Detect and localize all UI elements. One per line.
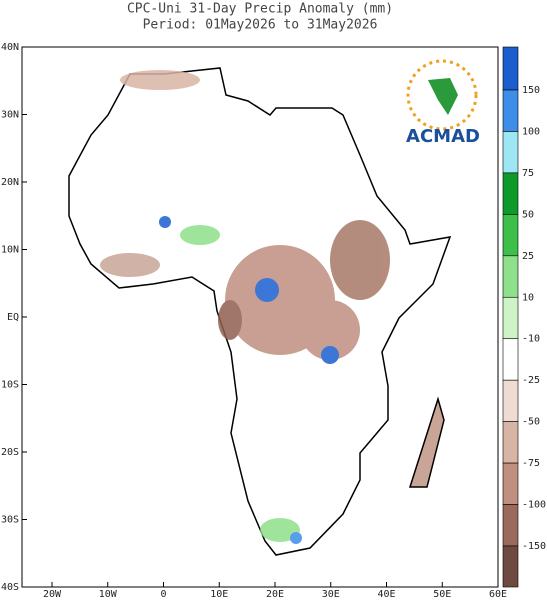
colorbar-label: -100	[522, 500, 546, 511]
colorbar-label: 25	[522, 251, 534, 262]
lat-label: 20N	[1, 177, 19, 188]
colorbar-segment	[502, 545, 519, 588]
colorbar-segment	[502, 421, 519, 464]
lat-label: 30S	[1, 515, 19, 526]
lat-label: 10N	[1, 245, 19, 256]
colorbar-label: -50	[522, 417, 540, 428]
colorbar-segment	[502, 214, 519, 257]
logo: ACMAD	[406, 59, 480, 147]
lon-label: 10W	[99, 589, 118, 600]
map-title: CPC-Uni 31-Day Precip Anomaly (mm)	[127, 2, 393, 17]
lon-label: 10E	[210, 589, 228, 600]
lon-label: 60E	[489, 589, 507, 600]
colorbar-label: -150	[522, 541, 546, 552]
lat-label: EQ	[7, 312, 19, 323]
lon-label: 20E	[266, 589, 284, 600]
lon-label: 30E	[322, 589, 340, 600]
colorbar-segment	[502, 379, 519, 422]
colorbar-segment	[502, 255, 519, 298]
colorbar-segment	[502, 131, 519, 174]
lat-label: 40N	[1, 42, 19, 53]
colorbar-label: -10	[522, 334, 540, 345]
lon-label: 0	[160, 589, 166, 600]
colorbar-label: 10	[522, 292, 534, 303]
anomaly-areas	[100, 70, 390, 544]
lon-label: 40E	[377, 589, 395, 600]
logo-text: ACMAD	[406, 126, 480, 147]
colorbar-segment	[502, 462, 519, 505]
lat-label: 30N	[1, 110, 19, 121]
colorbar-segment	[502, 504, 519, 547]
lat-label: 10S	[1, 380, 19, 391]
colorbar-label: 75	[522, 168, 534, 179]
colorbar-segment	[502, 172, 519, 215]
colorbar-label: -25	[522, 375, 540, 386]
colorbar-segment	[502, 46, 519, 91]
lat-label: 40S	[1, 582, 19, 593]
lon-label: 50E	[433, 589, 451, 600]
map-subtitle: Period: 01May2026 to 31May2026	[143, 18, 378, 33]
colorbar-segment	[502, 89, 519, 132]
colorbar-segment	[502, 296, 519, 340]
colorbar-label: 100	[522, 126, 540, 137]
colorbar-segment	[502, 338, 519, 381]
colorbar-label: 50	[522, 209, 534, 220]
colorbar-label: -75	[522, 458, 540, 469]
lon-label: 20W	[43, 589, 62, 600]
colorbar-label: 150	[522, 85, 540, 96]
lat-label: 20S	[1, 447, 19, 458]
